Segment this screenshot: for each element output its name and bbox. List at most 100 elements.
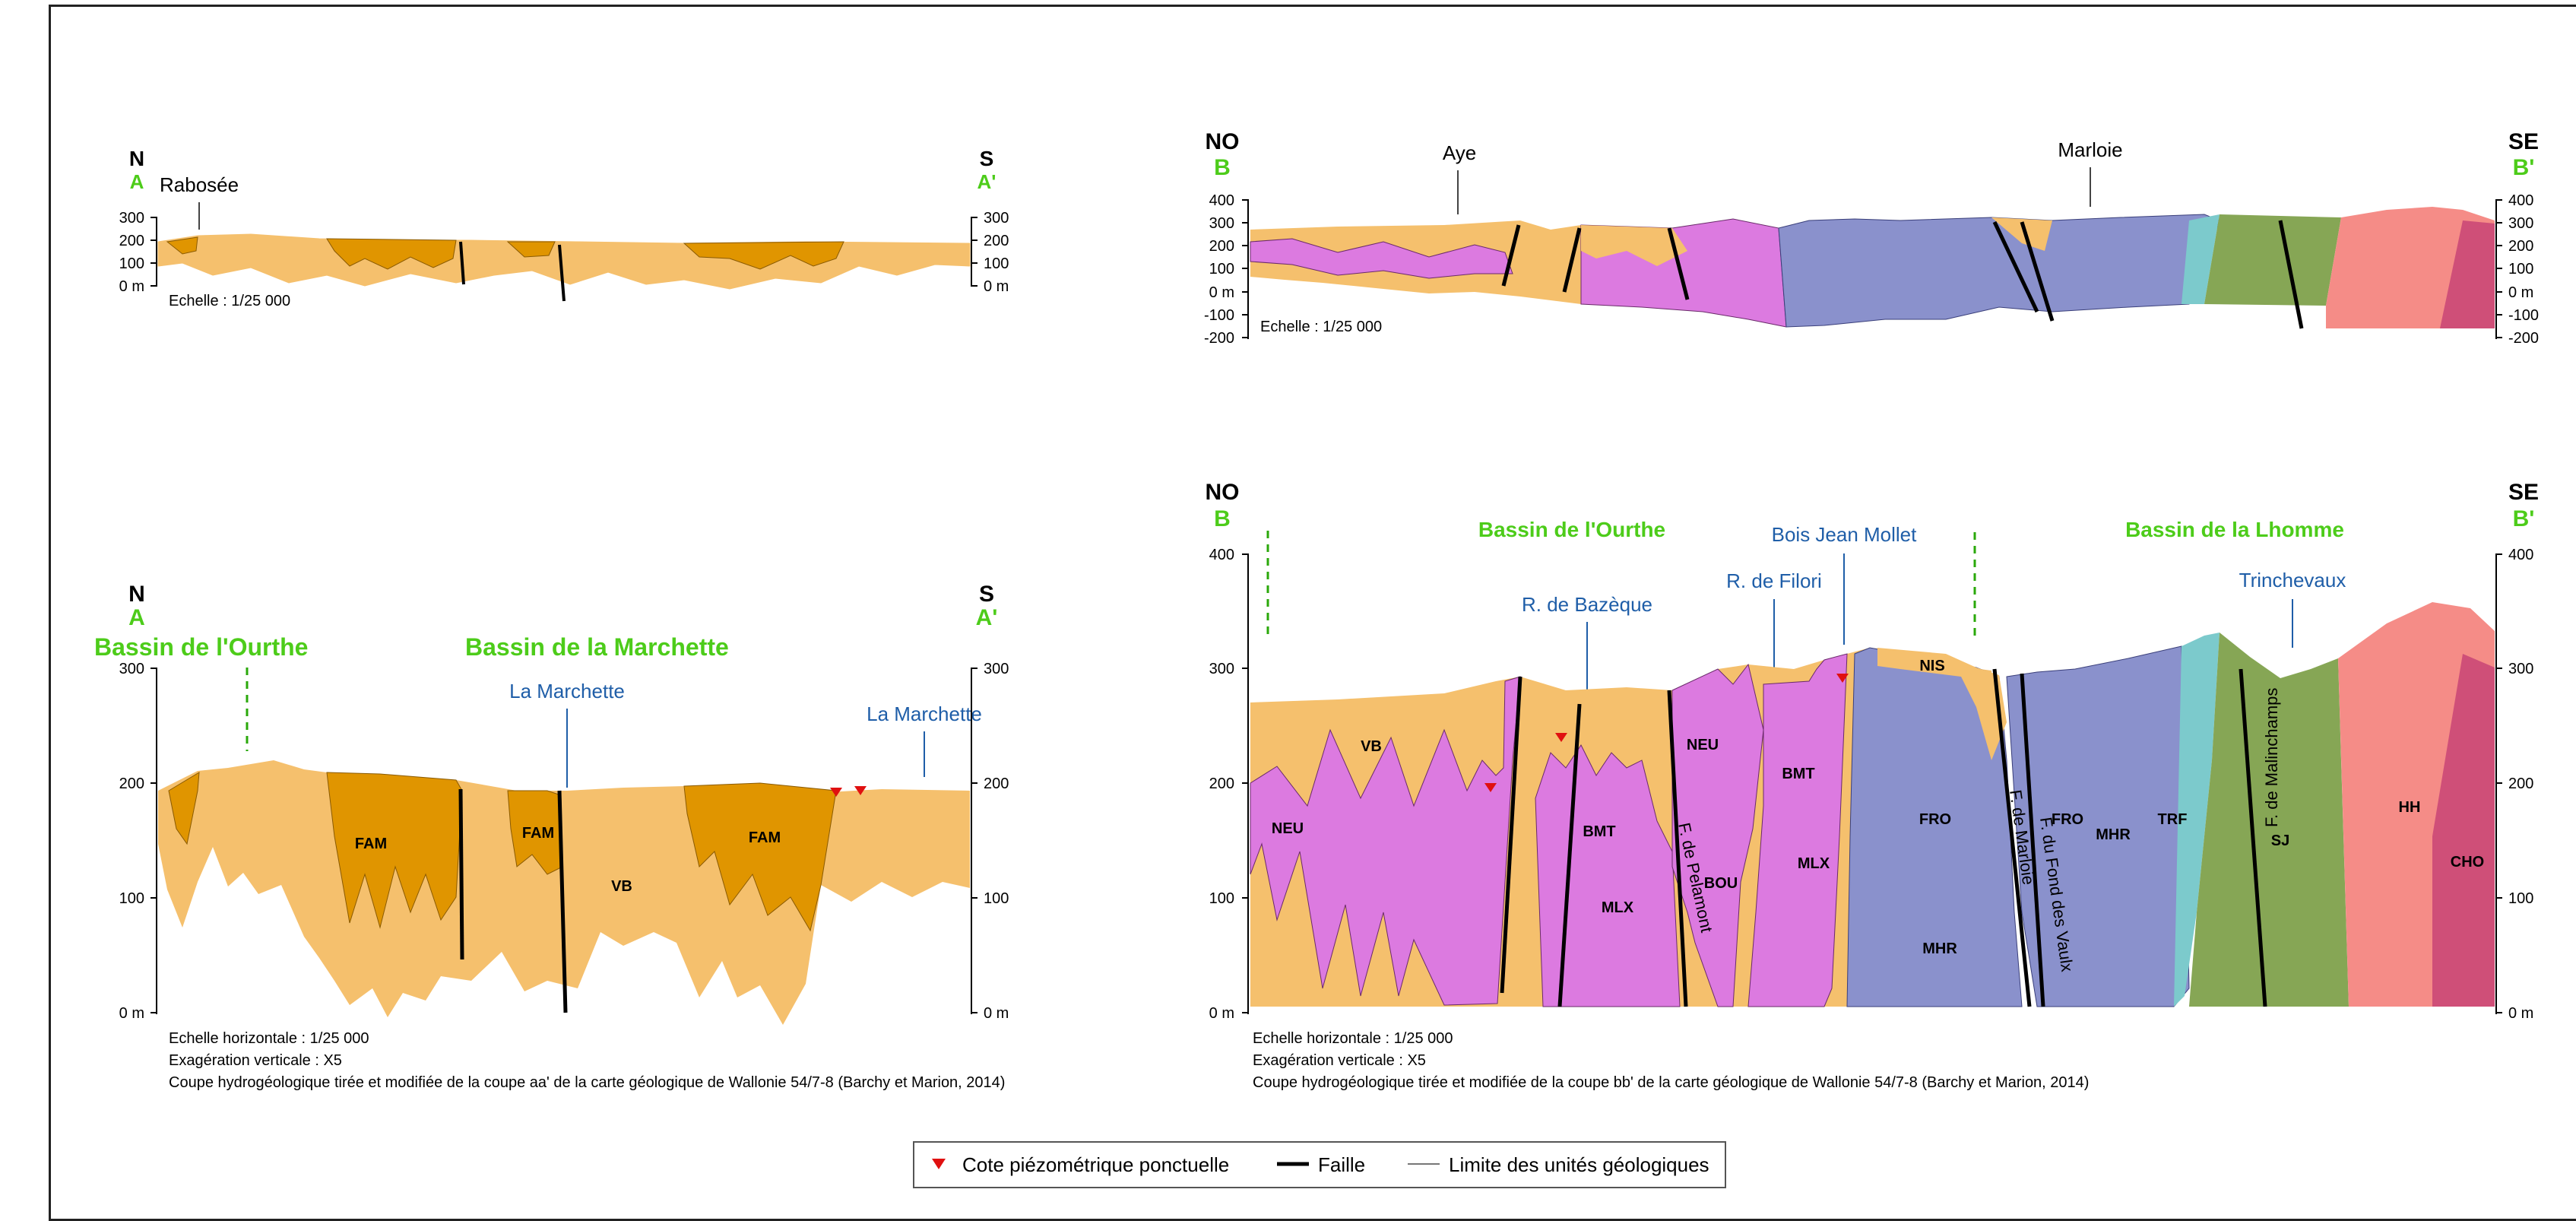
bb-large-fault-2 [1557, 703, 1582, 1007]
unit-label: BOU [1704, 875, 1738, 892]
legend-box [913, 1141, 1726, 1188]
aa-small-left-dir: N [129, 147, 144, 170]
aa-small-fam-1 [166, 236, 198, 255]
aa-river-marchette-1: La Marchette [509, 680, 625, 702]
tick: 100 [1209, 261, 1234, 278]
tick: 0 m [2508, 284, 2533, 301]
tick: 0 m [984, 1005, 1009, 1022]
bb-large-right-ticks: 400 300 200 100 0 m [2496, 547, 2533, 1022]
tick: 100 [119, 890, 144, 907]
bb-large-left-ticks: 400 300 200 100 0 m [1209, 547, 1248, 1022]
tick: 200 [984, 233, 1009, 249]
tick: 0 m [1209, 284, 1234, 301]
bb-small-sand-3 [1991, 217, 2052, 251]
piezo-marker-icon [932, 1159, 946, 1169]
tick: 300 [119, 210, 144, 227]
tick: 200 [119, 775, 144, 792]
legend-item-fault: Faille [1318, 1153, 1365, 1176]
bb-large-fault-3 [1667, 690, 1688, 1007]
bb-large-fault-5 [2020, 673, 2045, 1007]
bb-small-fault-3 [1667, 227, 1690, 300]
unit-label: HH [2399, 799, 2421, 816]
tick: 200 [119, 233, 144, 249]
bb-small-scale: Echelle : 1/25 000 [1260, 319, 1382, 335]
tick: 300 [1209, 661, 1234, 677]
bb-large-right-dir: SE [2508, 480, 2539, 505]
bb-large-cho [2432, 654, 2495, 1007]
bb-large-nis [1877, 648, 2007, 760]
bb-basin-lhomme: Bassin de la Lhomme [2125, 518, 2344, 541]
bb-small-trf [2182, 214, 2220, 304]
aa-basin-ourthe: Bassin de l'Ourthe [94, 633, 308, 661]
aa-scale: Echelle horizontale : 1/25 000 [169, 1030, 369, 1047]
aa-basin-marchette: Bassin de la Marchette [465, 633, 729, 661]
bb-small-fault-5 [2020, 221, 2055, 322]
aa-piezo-2 [854, 786, 867, 795]
tick: -200 [2508, 330, 2539, 347]
tick: 300 [2508, 661, 2533, 677]
bb-small-left-ticks: 400 300 200 100 0 m -100 -200 [1204, 192, 1248, 347]
aa-unit-fam-3: FAM [749, 829, 781, 846]
bb-small-fault-2 [1562, 227, 1582, 293]
tick: 200 [1209, 238, 1234, 255]
unit-label: NEU [1687, 737, 1719, 753]
tick: 0 m [984, 278, 1009, 295]
unit-label: BMT [1782, 766, 1814, 782]
section-aa-small: N A S A' Rabosée 300 200 100 0 m 300 200… [119, 147, 1009, 309]
tick: 400 [2508, 192, 2533, 209]
bb-piezo-2 [1555, 733, 1567, 742]
aa-small-fam-2 [326, 238, 457, 270]
aa-small-fault-1 [459, 241, 465, 285]
bb-basin-ourthe: Bassin de l'Ourthe [1478, 518, 1665, 541]
bb-small-left-letter: B [1214, 155, 1231, 180]
bb-river-bois-jean-mollet: Bois Jean Mollet [1772, 523, 1918, 546]
tick: 100 [119, 255, 144, 272]
unit-label: FRO [2052, 811, 2083, 828]
tick: 0 m [119, 278, 144, 295]
unit-label: NIS [1919, 658, 1944, 674]
bb-large-fault-1 [1500, 676, 1522, 994]
tick: 0 m [119, 1005, 144, 1022]
bb-large-left-dir: NO [1206, 480, 1240, 505]
aa-large-fault-2 [557, 790, 568, 1013]
aa-exag: Exagération verticale : X5 [169, 1052, 342, 1069]
unit-label: BMT [1583, 823, 1615, 840]
unit-label: CHO [2451, 854, 2484, 871]
bb-caption: Coupe hydrogéologique tirée et modifiée … [1253, 1074, 2089, 1091]
tick: 400 [1209, 547, 1234, 563]
bb-small-cho [2440, 220, 2495, 328]
section-aa-large: N A S A' Bassin de l'Ourthe Bassin de la… [94, 582, 1009, 1091]
bb-small-fault-1 [1501, 224, 1521, 287]
aa-small-fam-3 [506, 241, 556, 258]
unit-label: MHR [1922, 940, 1957, 957]
tick: 200 [1209, 775, 1234, 792]
aa-small-fault-2 [558, 244, 566, 302]
bb-large-left-letter: B [1214, 506, 1231, 531]
legend: Cote piézométrique ponctuelle Faille Lim… [913, 1141, 1726, 1188]
tick: 300 [1209, 215, 1234, 232]
unit-label: NEU [1272, 820, 1304, 837]
tick: 300 [2508, 215, 2533, 232]
aa-small-left-letter: A [130, 170, 144, 193]
tick: 400 [2508, 547, 2533, 563]
aa-large-right-dir: S [979, 582, 994, 607]
bb-unit-labels: VB NEU BMT MLX NEU BOU BMT MLX NIS FRO M… [1272, 658, 2484, 957]
aa-small-fam-4 [683, 241, 844, 270]
tick: -100 [1204, 307, 1234, 324]
tick: 100 [984, 255, 1009, 272]
unit-label: MHR [2096, 826, 2131, 843]
tick: -200 [1204, 330, 1234, 347]
bb-large-fault-6 [2239, 668, 2267, 1007]
bb-small-place-marloie: Marloie [2058, 138, 2122, 161]
aa-small-right-letter: A' [977, 170, 996, 193]
tick: 300 [119, 661, 144, 677]
unit-label: VB [1361, 738, 1382, 755]
fault-label: F. de Malinchamps [2262, 688, 2281, 827]
bb-large-sj [2189, 633, 2349, 1007]
aa-small-scale: Echelle : 1/25 000 [169, 293, 290, 309]
bb-large-fault-4 [1992, 668, 2032, 1007]
tick: 200 [2508, 238, 2533, 255]
bb-small-left-dir: NO [1206, 129, 1240, 154]
tick: 200 [2508, 775, 2533, 792]
